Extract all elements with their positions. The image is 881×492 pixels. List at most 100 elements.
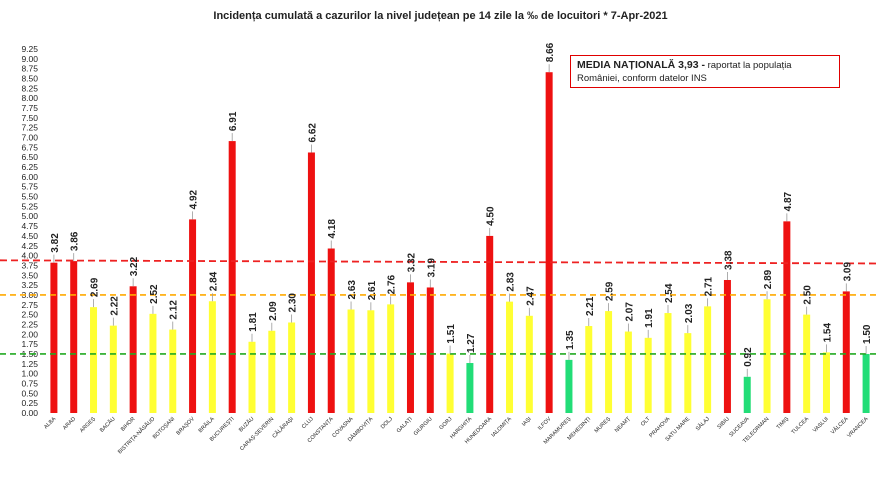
bar xyxy=(50,262,58,413)
bar xyxy=(862,353,870,413)
value-label: 2.52 xyxy=(149,284,160,304)
bar xyxy=(90,307,98,413)
y-tick-label: 5.00 xyxy=(21,211,38,221)
value-label: 1.81 xyxy=(248,312,259,332)
y-tick-label: 1.50 xyxy=(21,349,38,359)
value-label: 3.19 xyxy=(426,258,437,278)
bar xyxy=(545,72,553,414)
y-tick-label: 8.00 xyxy=(21,93,38,103)
bar xyxy=(169,329,177,413)
category-label: TIMIȘ xyxy=(776,416,791,431)
value-label: 1.91 xyxy=(644,308,655,328)
value-label: 2.76 xyxy=(387,274,398,294)
value-label: 2.09 xyxy=(268,301,279,321)
y-tick-label: 2.75 xyxy=(21,300,38,310)
category-label: VASLUI xyxy=(812,416,830,434)
y-tick-label: 6.50 xyxy=(21,152,38,162)
y-tick-label: 9.25 xyxy=(21,44,38,54)
value-label: 0.92 xyxy=(743,347,754,367)
bar xyxy=(367,310,375,413)
category-label: BISTRIȚA-NĂSĂUD xyxy=(116,415,156,455)
national-average-box: MEDIA NAȚIONALĂ 3,93 - raportat la popul… xyxy=(570,55,840,88)
y-tick-label: 2.50 xyxy=(21,310,38,320)
y-tick-label: 8.50 xyxy=(21,74,38,84)
category-label: MUREȘ xyxy=(594,416,613,435)
category-label: BACĂU xyxy=(98,415,116,433)
value-label: 6.91 xyxy=(228,111,239,131)
y-tick-label: 0.00 xyxy=(21,408,38,418)
chart-title: Incidența cumulată a cazurilor la nivel … xyxy=(213,10,668,22)
bar xyxy=(149,313,157,413)
bar xyxy=(109,325,117,413)
bar xyxy=(406,282,414,413)
value-label: 2.63 xyxy=(347,280,358,300)
bar xyxy=(208,301,216,413)
bar xyxy=(605,311,613,413)
y-tick-label: 0.75 xyxy=(21,378,38,388)
category-label: NEAMȚ xyxy=(614,416,632,434)
value-label: 4.18 xyxy=(327,219,338,239)
value-label: 2.84 xyxy=(208,271,219,291)
value-label: 1.27 xyxy=(466,333,477,353)
category-label: ARGEȘ xyxy=(79,416,97,434)
y-tick-label: 3.00 xyxy=(21,290,38,300)
category-label: IALOMIȚA xyxy=(491,416,514,439)
bar xyxy=(446,353,454,413)
value-label: 1.35 xyxy=(565,330,576,350)
y-tick-label: 8.75 xyxy=(21,64,38,74)
value-label: 2.03 xyxy=(684,303,695,323)
category-label: BRAȘOV xyxy=(176,416,197,437)
y-tick-label: 1.75 xyxy=(21,339,38,349)
category-labels: ALBA ARAD ARGEȘ BACĂU BIHORBISTRIȚA-NĂSĂUDBO… xyxy=(43,415,870,455)
category-label: SĂLAJ xyxy=(694,415,711,432)
value-label: 4.92 xyxy=(189,189,200,209)
bar-series xyxy=(50,72,870,414)
value-label: 3.09 xyxy=(842,262,853,282)
y-tick-label: 0.50 xyxy=(21,388,38,398)
national-average-value: MEDIA NAȚIONALĂ 3,93 - xyxy=(577,59,705,71)
category-label: BUZĂU xyxy=(237,415,255,433)
bar xyxy=(347,309,355,413)
value-label: 3.22 xyxy=(129,256,140,276)
reference-lines xyxy=(0,259,877,355)
y-tick-label: 4.25 xyxy=(21,241,38,251)
value-label: 2.83 xyxy=(506,272,517,292)
bar xyxy=(743,376,751,413)
value-label: 1.50 xyxy=(862,324,873,344)
value-label: 1.54 xyxy=(822,322,833,342)
y-tick-label: 4.50 xyxy=(21,231,38,241)
category-label: CLUJ xyxy=(301,416,315,430)
bar xyxy=(486,235,494,413)
y-axis: 0.000.250.500.751.001.251.501.752.002.25… xyxy=(21,44,38,418)
bar xyxy=(822,352,830,413)
value-label: 2.50 xyxy=(803,285,814,305)
value-label: 4.87 xyxy=(783,191,794,211)
y-tick-label: 6.00 xyxy=(21,172,38,182)
category-label: BRĂILA xyxy=(197,415,216,434)
value-label: 2.30 xyxy=(288,293,299,313)
bar xyxy=(842,291,850,413)
value-label: 6.62 xyxy=(307,123,318,143)
y-tick-label: 5.25 xyxy=(21,201,38,211)
category-label: GORJ xyxy=(438,416,453,431)
y-tick-label: 7.75 xyxy=(21,103,38,113)
category-label: ARAD xyxy=(62,416,77,431)
category-label: TULCEA xyxy=(790,416,810,436)
y-tick-label: 6.25 xyxy=(21,162,38,172)
bar xyxy=(268,330,276,413)
value-label: 2.47 xyxy=(525,286,536,306)
bar xyxy=(307,152,315,413)
y-tick-label: 3.50 xyxy=(21,270,38,280)
y-tick-label: 9.00 xyxy=(21,54,38,64)
y-tick-label: 3.75 xyxy=(21,260,38,270)
bar xyxy=(506,301,514,413)
category-label: BOTOȘANI xyxy=(152,416,177,441)
bar xyxy=(684,333,692,413)
value-label: 2.12 xyxy=(169,300,180,320)
y-tick-label: 4.75 xyxy=(21,221,38,231)
y-tick-label: 7.25 xyxy=(21,123,38,133)
category-label: IAȘI xyxy=(521,416,533,428)
bar xyxy=(525,315,533,413)
category-label: SIBIU xyxy=(716,416,730,430)
